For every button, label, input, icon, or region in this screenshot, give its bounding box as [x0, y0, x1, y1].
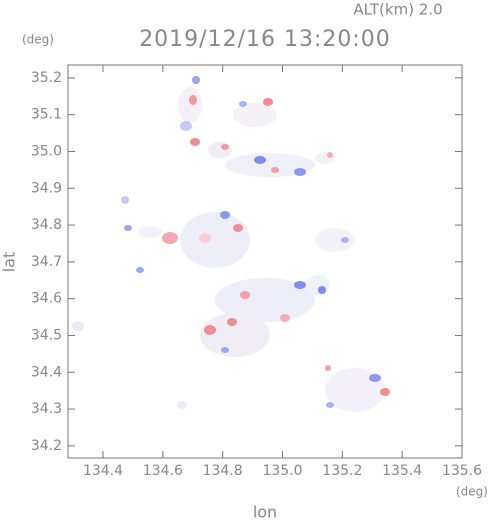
y-tick-label: 34.7: [31, 254, 62, 270]
y-tick-label: 34.3: [31, 401, 62, 417]
x-axis-label: lon: [253, 503, 277, 521]
y-tick-label: 34.4: [31, 364, 62, 380]
y-axis-label: lat: [0, 252, 19, 273]
x-tick-label: 135.4: [382, 463, 422, 479]
x-tick-label: 135.6: [442, 463, 482, 479]
x-tick-label: 134.8: [203, 463, 243, 479]
y-unit: (deg): [22, 33, 54, 47]
x-tick-label: 134.6: [143, 463, 183, 479]
x-tick-label: 135.2: [322, 463, 362, 479]
y-tick-label: 34.2: [31, 438, 62, 454]
x-unit: (deg): [456, 485, 488, 499]
y-tick-label: 35.1: [31, 107, 62, 123]
y-tick-label: 35.0: [31, 143, 62, 159]
y-tick-label: 35.2: [31, 70, 62, 86]
y-tick-label: 34.5: [31, 327, 62, 343]
echo-field: [72, 76, 390, 412]
y-tick-label: 34.9: [31, 180, 62, 196]
chart-title: 2019/12/16 13:20:00: [139, 27, 391, 52]
x-tick-label: 135.0: [262, 463, 302, 479]
subtitle: ALT(km) 2.0: [353, 1, 442, 19]
y-tick-label: 34.6: [31, 291, 62, 307]
x-tick-label: 134.4: [83, 463, 123, 479]
y-tick-label: 34.8: [31, 217, 62, 233]
